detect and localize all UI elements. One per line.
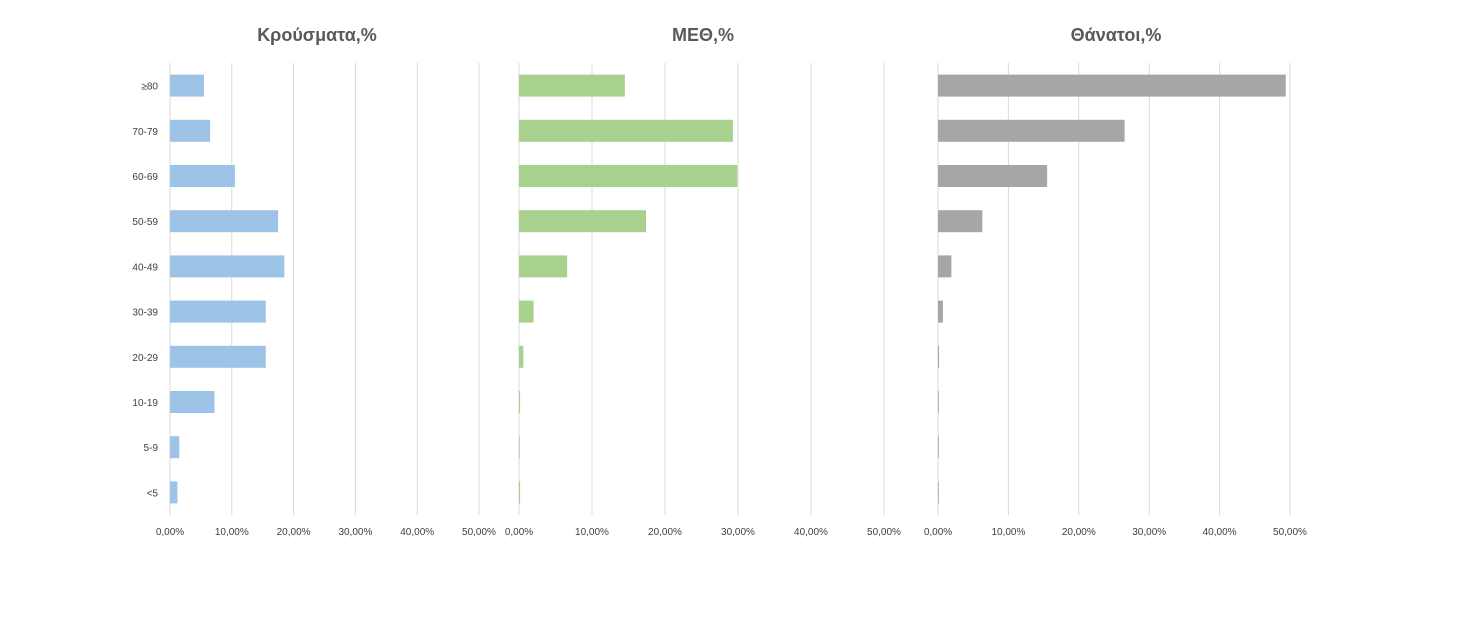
category-label: 40-49 bbox=[132, 262, 158, 273]
bar: 60-69: 15.5 bbox=[938, 165, 1048, 187]
bar: 5-9: 0.05 bbox=[519, 436, 520, 459]
bar: 60-69: 10.5 bbox=[170, 165, 235, 187]
bar: 50-59: 6.3 bbox=[938, 210, 983, 233]
bar: 50-59: 17.4 bbox=[519, 210, 647, 233]
bar: 20-29: 0.6 bbox=[519, 345, 524, 368]
bar: 40-49: 6.6 bbox=[519, 255, 568, 278]
bar: 70-79: 6.5 bbox=[170, 119, 211, 142]
x-tick-label: 10,00% bbox=[575, 527, 609, 538]
chart-title: Θάνατοι,% bbox=[1071, 25, 1162, 45]
x-tick-label: 30,00% bbox=[338, 527, 372, 538]
category-label: 20-29 bbox=[132, 353, 158, 364]
category-label: 70-79 bbox=[132, 127, 158, 138]
category-label: ≥80 bbox=[141, 82, 158, 93]
bar: <5: 0.15 bbox=[519, 481, 521, 504]
bar: 10-19: 0.05 bbox=[938, 391, 939, 413]
x-tick-label: 20,00% bbox=[648, 527, 682, 538]
x-tick-label: 40,00% bbox=[1203, 527, 1237, 538]
bar: 10-19: 0.15 bbox=[519, 391, 521, 413]
category-label: 10-19 bbox=[132, 398, 158, 409]
bar: 60-69: 29.9 bbox=[519, 165, 738, 187]
x-tick-label: 30,00% bbox=[1132, 527, 1166, 538]
bar: 5-9: 0 bbox=[938, 436, 939, 459]
bar: <5: 0.05 bbox=[938, 481, 939, 504]
bar: 10-19: 7.2 bbox=[170, 391, 215, 413]
x-tick-label: 10,00% bbox=[215, 527, 249, 538]
bar: 20-29: 0.15 bbox=[938, 345, 940, 368]
bar: ≥80: 5.5 bbox=[170, 74, 204, 97]
bar: 30-39: 15.5 bbox=[170, 300, 266, 323]
x-tick-label: 40,00% bbox=[400, 527, 434, 538]
bar: 40-49: 1.9 bbox=[938, 255, 952, 278]
x-tick-label: 0,00% bbox=[156, 527, 184, 538]
x-tick-label: 0,00% bbox=[924, 527, 952, 538]
x-tick-label: 50,00% bbox=[1273, 527, 1307, 538]
category-label: 5-9 bbox=[144, 443, 159, 454]
category-label: <5 bbox=[147, 488, 159, 499]
chart-title: Κρούσματα,% bbox=[257, 25, 377, 45]
bar: 70-79: 29.3 bbox=[519, 119, 733, 142]
chart-title: ΜΕΘ,% bbox=[672, 25, 734, 45]
x-tick-label: 50,00% bbox=[867, 527, 901, 538]
category-label: 60-69 bbox=[132, 172, 158, 183]
bar: 70-79: 26.5 bbox=[938, 119, 1125, 142]
category-label: 30-39 bbox=[132, 308, 158, 319]
bar: 30-39: 0.7 bbox=[938, 300, 943, 323]
bar: 5-9: 1.5 bbox=[170, 436, 180, 459]
bar: 30-39: 2 bbox=[519, 300, 534, 323]
category-label: 50-59 bbox=[132, 217, 158, 228]
bar: 50-59: 17.5 bbox=[170, 210, 279, 233]
chart-panel-3: 0,00% 10,00% 20,00% 30,00% 40,00% 50,00% Θάνατ… bbox=[924, 25, 1307, 538]
bar: <5: 1.2 bbox=[170, 481, 178, 504]
x-tick-label: 40,00% bbox=[794, 527, 828, 538]
x-tick-label: 10,00% bbox=[991, 527, 1025, 538]
x-tick-label: 20,00% bbox=[277, 527, 311, 538]
bar: 40-49: 18.5 bbox=[170, 255, 285, 278]
bar: 20-29: 15.5 bbox=[170, 345, 266, 368]
bar: ≥80: 49.4 bbox=[938, 74, 1286, 97]
chart-panel-2: 0,00% 10,00% 20,00% 30,00% 40,00% 50,00% ΜΕΘ,%… bbox=[505, 25, 901, 538]
bar: ≥80: 14.5 bbox=[519, 74, 625, 97]
x-tick-label: 20,00% bbox=[1062, 527, 1096, 538]
chart-panel-1: 0,00% 10,00% 20,00% 30,00% 40,00% 50,00% Κρούσ… bbox=[132, 25, 496, 538]
x-tick-label: 50,00% bbox=[462, 527, 496, 538]
x-tick-label: 30,00% bbox=[721, 527, 755, 538]
x-tick-label: 0,00% bbox=[505, 527, 533, 538]
